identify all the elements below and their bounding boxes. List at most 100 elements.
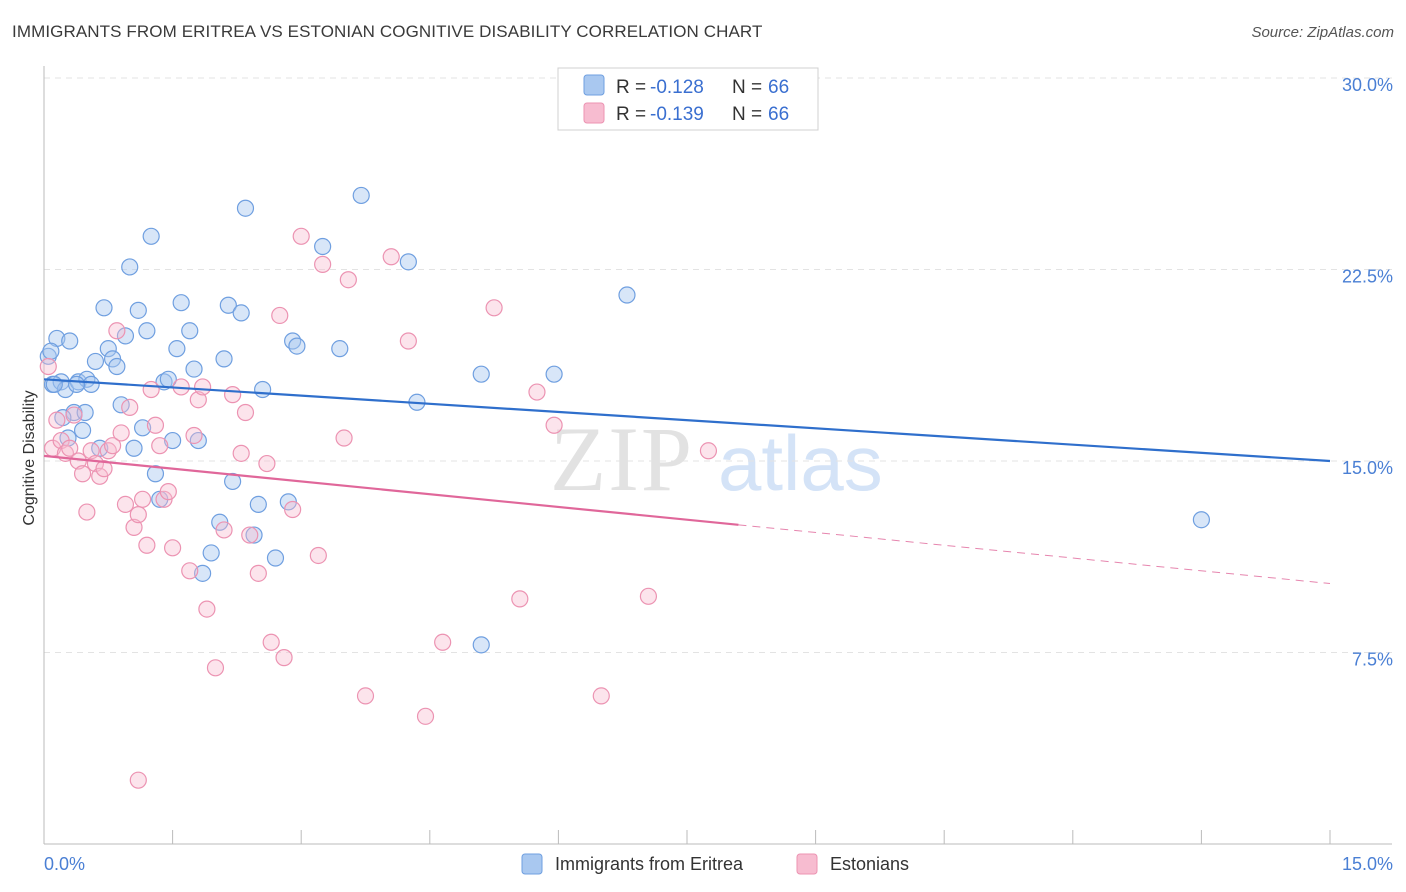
estonians-point-24	[142, 380, 160, 399]
watermark-zip: ZIP	[550, 408, 694, 510]
stats-legend: R = -0.128 N = 66 R = -0.139 N = 66	[557, 67, 819, 131]
eritrea-point-65	[76, 403, 94, 422]
estonians-point-49	[309, 546, 327, 565]
legend-n-label-pink: N =	[732, 104, 762, 125]
eritrea-point-42	[236, 199, 255, 217]
y-tick-label-0: 7.5%	[1352, 650, 1393, 670]
estonians-trend-extension	[738, 524, 1331, 585]
eritrea-point-51	[331, 340, 349, 358]
estonians-point-17	[112, 424, 130, 442]
eritrea-point-10	[82, 375, 100, 393]
trend-lines	[43, 378, 1331, 585]
estonians-point-56	[416, 707, 435, 725]
estonians-point-51	[335, 429, 353, 447]
estonians-point-58	[485, 299, 503, 317]
eritrea-point-8	[73, 421, 92, 439]
estonians-point-40	[236, 403, 255, 422]
eritrea-point-21	[129, 301, 147, 319]
estonians-point-10	[82, 442, 100, 460]
legend-n-label-blue: N =	[732, 77, 762, 98]
eritrea-point-24	[142, 227, 160, 245]
eritrea-point-20	[125, 439, 143, 457]
estonians-point-26	[151, 437, 169, 455]
eritrea-point-23	[138, 322, 156, 340]
estonians-point-45	[271, 306, 289, 325]
legend-swatch-blue	[583, 74, 605, 96]
y-tick-labels: 7.5% 15.0% 22.5% 30.0%	[1342, 75, 1393, 670]
estonians-point-22	[133, 490, 152, 508]
y-tick-label-2: 22.5%	[1342, 267, 1393, 287]
estonians-point-63	[639, 587, 658, 605]
estonians-point-5	[61, 439, 79, 457]
eritrea-trend-line	[43, 378, 1331, 463]
eritrea-point-25	[146, 465, 165, 483]
estonians-point-6	[65, 406, 83, 424]
eritrea-point-35	[194, 564, 212, 582]
series-legend-label-estonians: Estonians	[830, 854, 909, 874]
y-tick-label-1: 15.0%	[1342, 458, 1393, 478]
estonians-point-60	[528, 383, 546, 401]
estonians-point-41	[241, 526, 259, 544]
legend-swatch-pink	[583, 102, 605, 124]
eritrea-point-22	[133, 419, 152, 437]
estonians-point-54	[382, 248, 400, 266]
series-estonians-points	[39, 227, 718, 789]
estonians-point-39	[232, 444, 250, 462]
estonians-trend-line	[43, 454, 739, 526]
estonians-point-9	[78, 503, 96, 521]
estonians-point-52	[339, 271, 357, 289]
eritrea-point-56	[472, 636, 490, 654]
series-legend-swatch-eritrea	[521, 853, 543, 875]
eritrea-point-46	[266, 549, 285, 567]
eritrea-point-32	[181, 322, 199, 340]
estonians-point-31	[181, 562, 199, 580]
legend-r-label-pink: R =	[616, 104, 646, 125]
estonians-point-8	[73, 465, 92, 483]
eritrea-point-64	[67, 375, 86, 393]
eritrea-point-5	[61, 332, 79, 350]
estonians-point-13	[95, 460, 113, 478]
estonians-point-37	[215, 521, 233, 539]
estonians-point-46	[275, 649, 293, 667]
axes	[43, 66, 1392, 845]
estonians-point-47	[284, 500, 302, 519]
y-tick-label-3: 30.0%	[1342, 75, 1393, 95]
estonians-point-33	[189, 391, 207, 409]
estonians-point-19	[121, 398, 139, 416]
estonians-point-53	[356, 687, 375, 705]
eritrea-point-60	[42, 342, 60, 360]
chart-title: IMMIGRANTS FROM ERITREA VS ESTONIAN COGN…	[12, 22, 763, 41]
eritrea-point-16	[108, 357, 126, 376]
estonians-point-23	[138, 536, 156, 554]
eritrea-point-58	[618, 286, 636, 304]
eritrea-point-50	[314, 237, 332, 256]
estonians-point-20	[125, 518, 143, 536]
eritrea-point-31	[172, 294, 190, 312]
eritrea-point-57	[545, 365, 563, 383]
estonians-point-55	[399, 332, 417, 350]
eritrea-point-19	[121, 258, 139, 276]
source-credit: Source: ZipAtlas.com	[1251, 24, 1394, 41]
legend-n-value-pink: 66	[768, 104, 789, 125]
legend-r-label-blue: R =	[616, 77, 646, 98]
estonians-point-38	[224, 386, 242, 404]
estonians-point-36	[206, 659, 225, 677]
estonians-point-44	[262, 633, 280, 651]
eritrea-point-11	[86, 352, 105, 371]
series-legend-swatch-estonians	[796, 853, 818, 875]
eritrea-point-29	[164, 431, 182, 450]
estonians-point-42	[249, 564, 267, 582]
eritrea-point-49	[288, 337, 306, 355]
estonians-point-34	[194, 378, 212, 396]
x-tick-label-0: 0.0%	[44, 854, 85, 874]
eritrea-point-53	[399, 253, 417, 271]
estonians-point-16	[108, 322, 126, 340]
estonians-point-32	[185, 426, 203, 445]
estonians-point-18	[116, 495, 135, 514]
estonians-point-0	[39, 357, 57, 376]
estonians-point-65	[129, 771, 147, 789]
eritrea-point-13	[95, 299, 113, 317]
eritrea-point-43	[245, 526, 263, 544]
estonians-point-21	[129, 506, 147, 524]
